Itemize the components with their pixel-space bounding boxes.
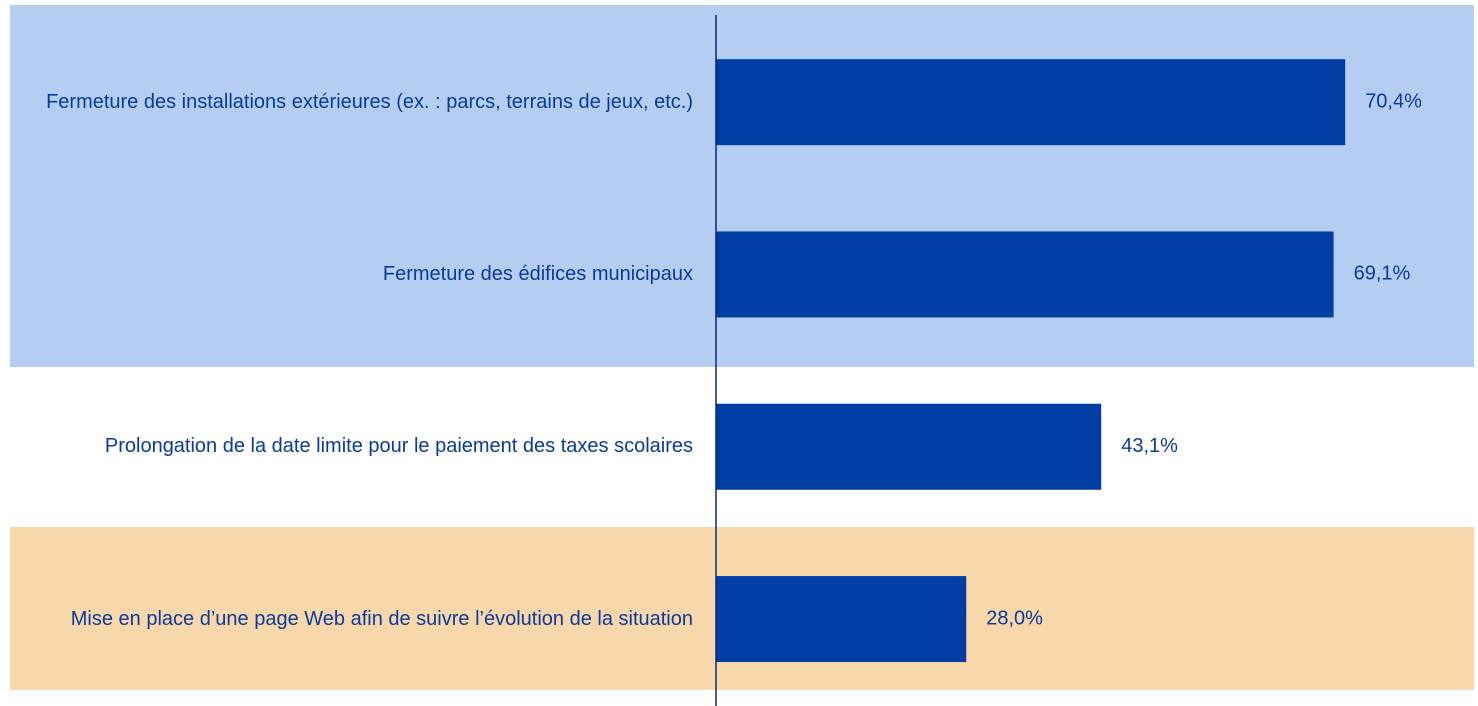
category-label-box: Fermeture des installations extérieures … [10, 42, 693, 162]
value-label: 43,1% [1121, 435, 1178, 457]
category-label-box: Mise en place d’une page Web afin de sui… [10, 559, 693, 679]
bar [716, 231, 1334, 318]
bar [716, 403, 1102, 490]
category-label: Mise en place d’une page Web afin de sui… [70, 607, 693, 630]
value-label: 69,1% [1354, 263, 1411, 285]
category-label-box: Fermeture des édifices municipaux [10, 214, 693, 334]
value-label: 28,0% [986, 607, 1043, 629]
bar [716, 59, 1346, 146]
bar [716, 576, 967, 663]
category-label: Prolongation de la date limite pour le p… [104, 435, 693, 458]
category-label: Fermeture des installations extérieures … [46, 90, 693, 113]
category-label-box: Prolongation de la date limite pour le p… [10, 387, 693, 507]
category-label: Fermeture des édifices municipaux [382, 262, 693, 285]
value-label: 70,4% [1365, 90, 1422, 112]
